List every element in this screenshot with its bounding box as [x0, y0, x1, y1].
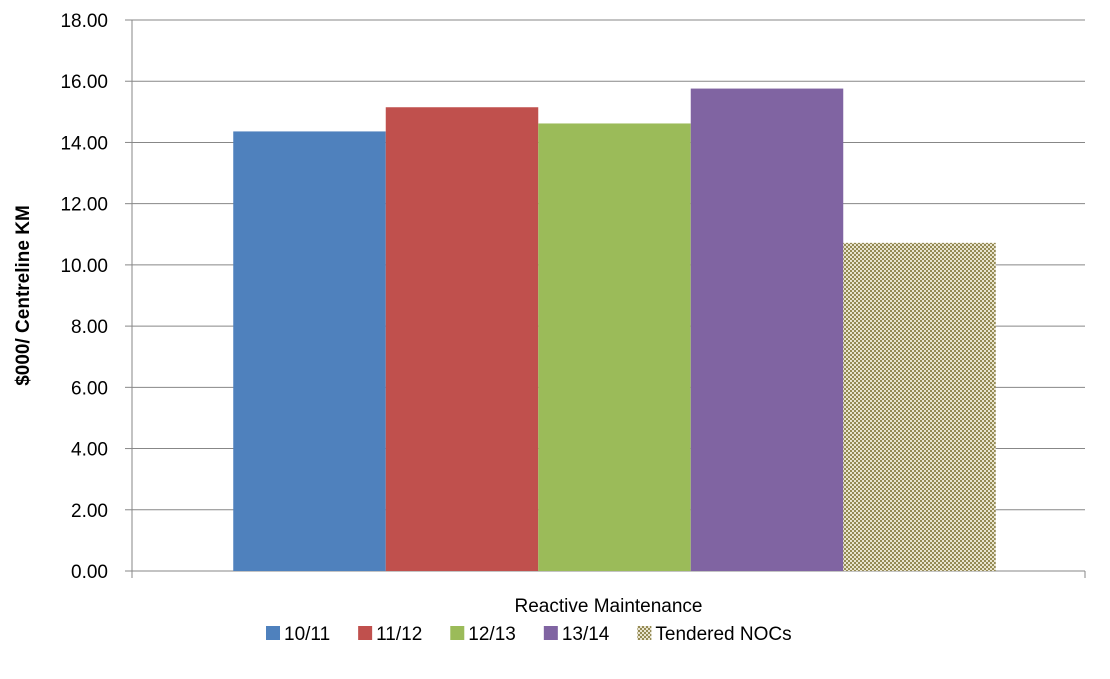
bars [233, 88, 996, 572]
legend-swatch [266, 626, 280, 640]
legend-label: 12/13 [468, 624, 516, 645]
legend-label: Tendered NOCs [655, 624, 791, 645]
legend-swatch [358, 626, 373, 640]
legend: 10/11 11/12 12/13 13/14 Tendered NOCs [266, 624, 792, 645]
bar-13-14 [690, 88, 844, 572]
bar-11-12 [385, 107, 539, 571]
legend-label: 13/14 [562, 624, 610, 645]
labels: $000/ Centreline KM 0.00 2.00 4.00 6.00 8.00… [13, 11, 703, 617]
legend-label: 11/12 [376, 624, 422, 645]
y-tick-label: 2.00 [71, 501, 108, 522]
y-tick-label: 4.00 [71, 440, 108, 461]
bar-tendered-nocs [843, 242, 996, 572]
y-tick-label: 10.00 [60, 256, 108, 277]
y-tick-label: 6.00 [71, 378, 108, 399]
bar-12-13 [538, 123, 691, 572]
y-tick-label: 8.00 [71, 317, 108, 338]
y-axis-label: $000/ Centreline KM [13, 205, 34, 386]
legend-swatch [450, 626, 465, 640]
y-tick-label: 0.00 [71, 562, 108, 583]
y-tick-label: 14.00 [60, 133, 108, 154]
x-category-label: Reactive Maintenance [515, 596, 703, 617]
y-tick-label: 18.00 [60, 11, 108, 32]
y-tick-label: 12.00 [60, 195, 108, 216]
bar-10-11 [233, 131, 386, 571]
legend-label: 10/11 [284, 624, 330, 645]
legend-swatch [637, 626, 652, 640]
legend-swatch [543, 626, 558, 640]
y-tick-label: 16.00 [60, 72, 108, 93]
